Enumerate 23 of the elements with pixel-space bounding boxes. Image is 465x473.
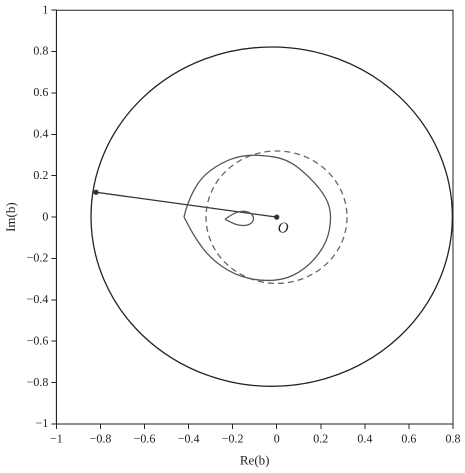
annotation: O <box>278 220 289 237</box>
x-tick-label: 0.4 <box>357 431 372 446</box>
x-tick-label: −0.4 <box>178 431 200 446</box>
x-tick-label: −0.8 <box>90 431 112 446</box>
y-tick-label: 0.2 <box>33 168 48 182</box>
x-tick-label: −0.6 <box>134 431 156 446</box>
x-tick-label: 0.6 <box>401 431 416 446</box>
x-tick-label: 0 <box>274 431 280 446</box>
y-tick-label: −0.4 <box>26 292 48 306</box>
y-tick-label: 0.4 <box>33 126 48 140</box>
y-tick-label: 0 <box>42 209 48 224</box>
y-tick-label: −0.2 <box>26 250 48 265</box>
y-tick-label: 1 <box>42 2 48 16</box>
x-tick-label: 0.8 <box>446 431 460 446</box>
y-tick-label: −0.6 <box>26 333 48 348</box>
x-axis-title: Re(b) <box>240 452 270 468</box>
y-tick-label: −0.8 <box>26 374 48 389</box>
x-tick-label: 0.2 <box>313 431 328 446</box>
y-axis-title: Im(b) <box>3 202 18 232</box>
y-tick-label: 0.8 <box>33 44 48 58</box>
x-tick-label: −0.2 <box>222 431 244 446</box>
y-tick-label: −1 <box>36 416 48 430</box>
y-tick-label: 0.6 <box>33 85 48 100</box>
